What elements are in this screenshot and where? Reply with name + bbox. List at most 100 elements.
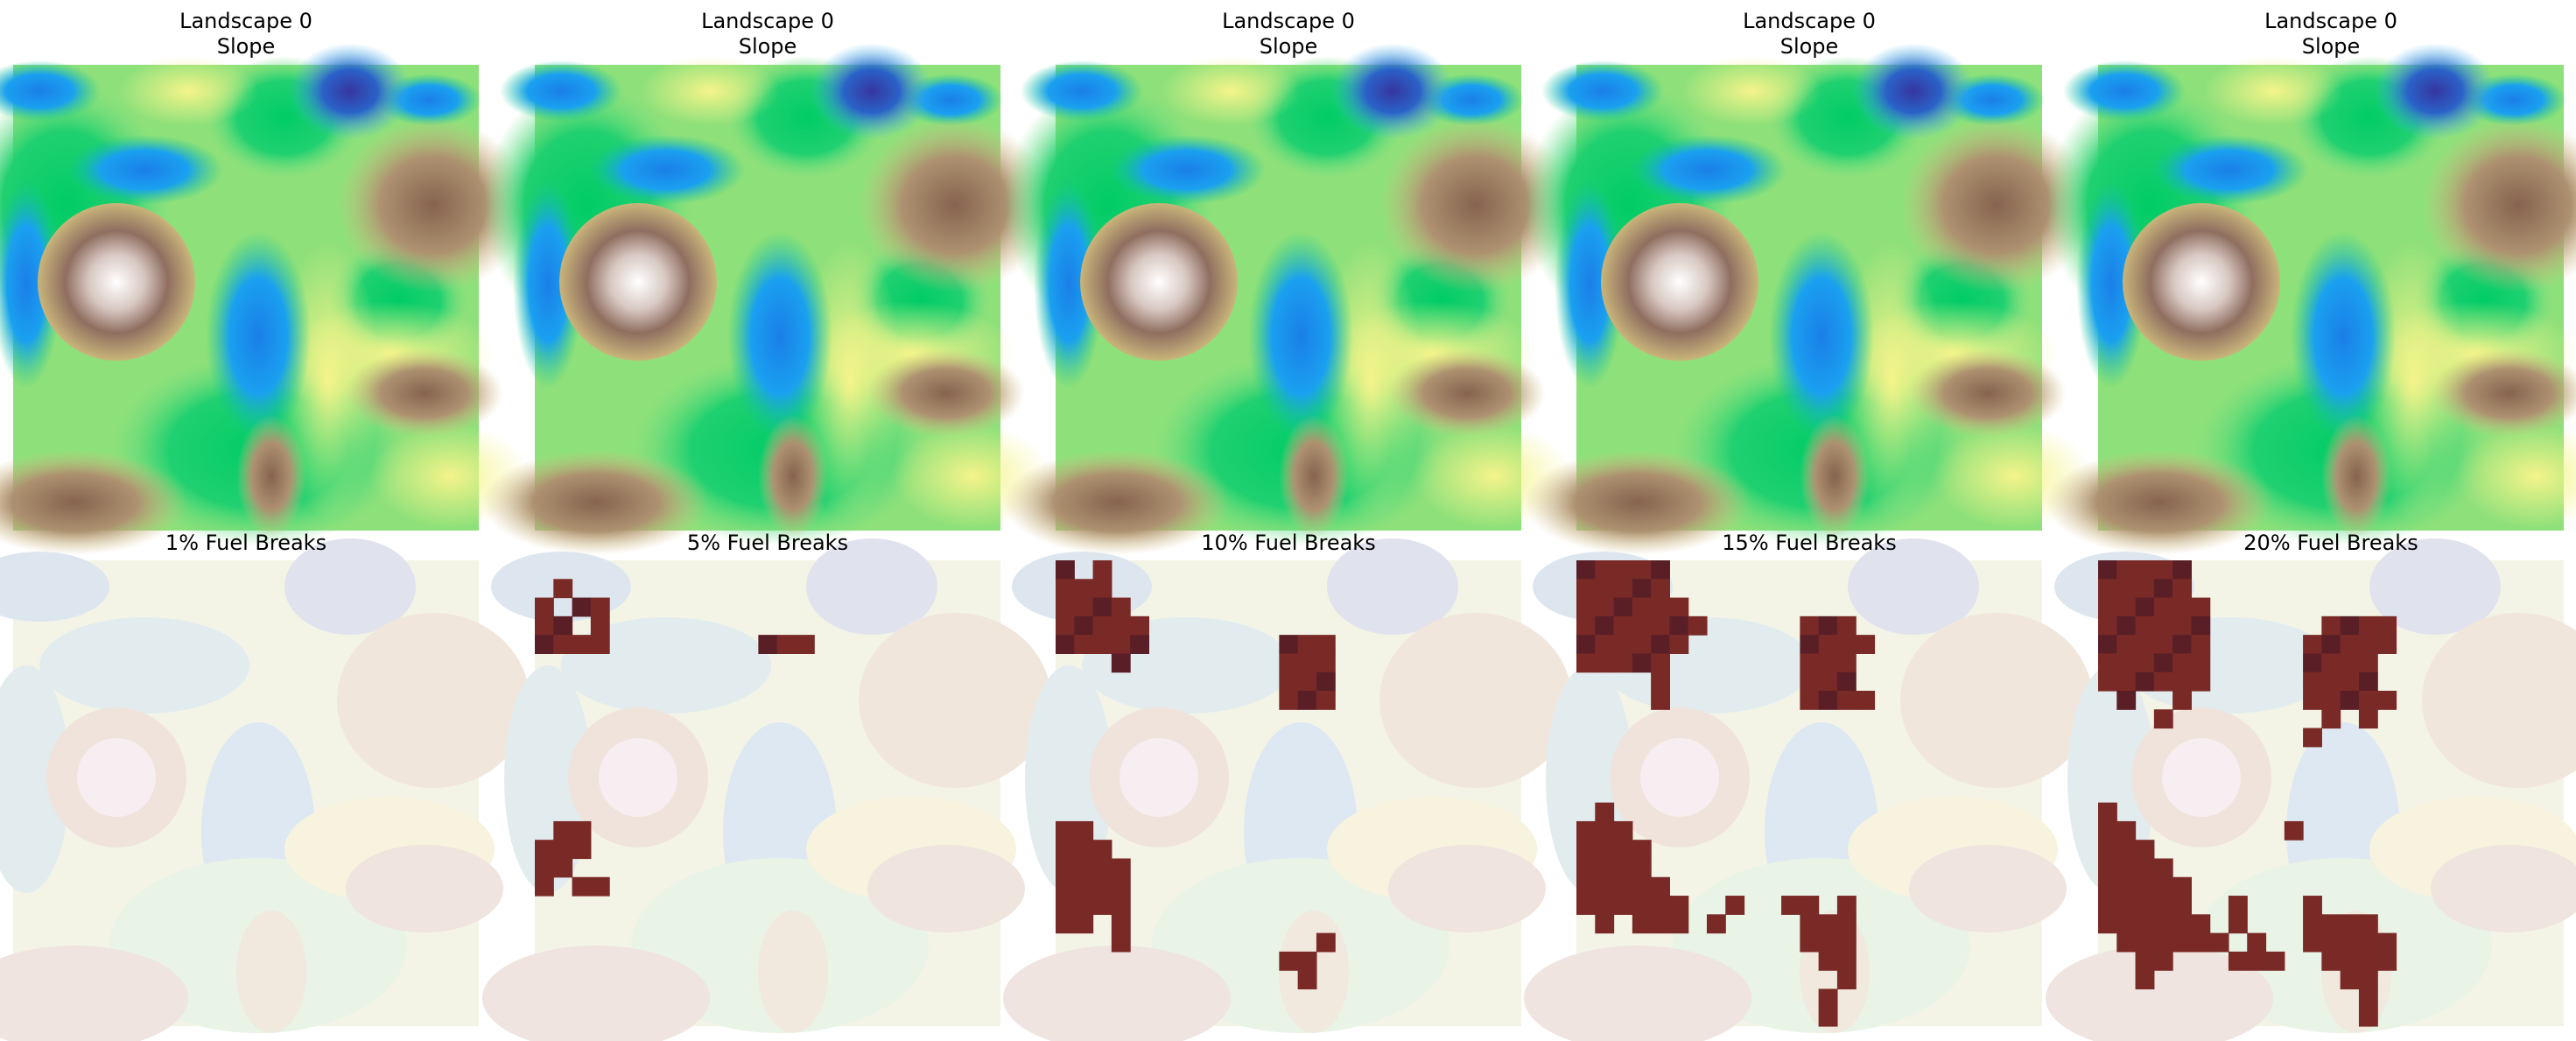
slope-panel-title-line1: Landscape 0 <box>701 9 834 33</box>
fuel-break-cell <box>2172 896 2192 915</box>
fuel-break-cell <box>2229 914 2248 933</box>
fuel-break-cell <box>2172 560 2192 580</box>
fuel-break-cell <box>572 635 592 654</box>
fuel-break-cell <box>2321 616 2341 636</box>
fuel-break-cell <box>1781 896 1800 915</box>
fuel-break-cell <box>2321 691 2341 710</box>
fuel-break-cell <box>1651 579 1670 598</box>
fuel-break-panel <box>482 538 1051 1041</box>
fuel-break-cell <box>1298 653 1317 672</box>
fuel-break-cell <box>1576 616 1596 636</box>
fuel-break-cell <box>1800 616 1819 636</box>
fuel-break-cell <box>1856 635 1875 654</box>
fuel-break-cell <box>1837 691 1857 710</box>
fuel-break-cell <box>2154 914 2173 933</box>
fuel-break-cell <box>1093 560 1113 580</box>
fuel-break-cell <box>2116 691 2136 710</box>
fuel-break-cell <box>2341 691 2360 710</box>
fuel-break-cell <box>2098 914 2117 933</box>
fuel-break-cell <box>1651 635 1670 654</box>
fuel-break-cell <box>2377 616 2397 636</box>
fuel-break-cell <box>1595 803 1614 822</box>
fuel-break-cell <box>1651 616 1670 636</box>
fuel-break-cell <box>2154 635 2173 654</box>
fuel-break-cell <box>2098 653 2117 672</box>
slope-panel-title-line2: Slope <box>739 34 797 59</box>
slope-panel-title-line2: Slope <box>1260 34 1318 59</box>
fuel-break-cell <box>2116 653 2136 672</box>
fuel-break-cell <box>2154 672 2173 692</box>
fuel-break-cell <box>1074 598 1093 617</box>
fuel-break-cell <box>1614 840 1633 859</box>
fuel-break-cell <box>1819 691 1838 710</box>
fuel-break-cell <box>1632 579 1652 598</box>
fuel-break-cell <box>2116 560 2136 580</box>
fuel-break-cell <box>1614 653 1633 672</box>
fuel-break-cell <box>1595 560 1614 580</box>
fuel-break-cell <box>2172 933 2192 953</box>
slope-panel-title-line1: Landscape 0 <box>1743 9 1876 33</box>
fuel-break-cell <box>1800 635 1819 654</box>
fuel-break-cell <box>553 616 572 636</box>
fuel-break-cell <box>2116 858 2136 877</box>
fuel-break-cell <box>777 635 797 654</box>
fuel-break-cell <box>1112 933 1131 953</box>
fuel-break-cell <box>1707 914 1726 933</box>
fuel-break-cell <box>1595 821 1614 841</box>
fuel-break-cell <box>535 598 554 617</box>
fuel-break-cell <box>2191 672 2210 692</box>
fuel-break-cell <box>1112 877 1131 897</box>
fuel-break-cell <box>1056 579 1075 598</box>
fuel-break-cell <box>1725 896 1744 915</box>
fuel-break-cell <box>2247 952 2266 971</box>
fuel-break-cell <box>2341 616 2360 636</box>
fuel-break-cell <box>1279 952 1298 971</box>
fuel-break-cell <box>1093 840 1113 859</box>
fuel-break-cell <box>2341 914 2360 933</box>
fuel-break-cell <box>2247 933 2266 953</box>
fuel-break-cell <box>2303 896 2322 915</box>
fuel-break-cell <box>1130 635 1149 654</box>
fuel-break-cell <box>1632 877 1652 897</box>
fuel-break-cell <box>2341 933 2360 953</box>
fuel-break-cell <box>2359 933 2378 953</box>
fuel-break-cell <box>591 635 610 654</box>
faded-slope-background <box>0 538 530 1041</box>
slope-panel-title-line2: Slope <box>2302 34 2361 59</box>
fuel-break-cell <box>1056 914 1075 933</box>
fuel-break-cell <box>2136 579 2155 598</box>
fuel-break-panel <box>2046 538 2576 1041</box>
slope-panel-title-line1: Landscape 0 <box>1222 9 1355 33</box>
fuel-break-cell <box>1056 840 1075 859</box>
fuel-break-cell <box>2303 914 2322 933</box>
fuel-break-cell <box>1074 896 1093 915</box>
fuel-break-cell <box>1632 840 1652 859</box>
fuel-break-cell <box>2172 691 2192 710</box>
fuel-break-cell <box>1837 616 1857 636</box>
fuel-break-cell <box>1595 858 1614 877</box>
fuel-break-cell <box>1595 914 1614 933</box>
fuel-break-cell <box>2154 616 2173 636</box>
fuel-break-cell <box>2359 970 2378 989</box>
fuel-break-cell <box>1279 691 1298 710</box>
fuel-break-cell <box>1576 579 1596 598</box>
fuel-break-cell <box>1837 653 1857 672</box>
slope-heatmap <box>2046 43 2576 555</box>
fuel-break-cell <box>1837 952 1857 971</box>
fuel-break-cell <box>2098 803 2117 822</box>
fuel-break-cell <box>1669 914 1688 933</box>
fuel-break-cell <box>2136 672 2155 692</box>
fuel-break-cell <box>1576 635 1596 654</box>
fuel-break-cell <box>2154 933 2173 953</box>
fuel-break-cell <box>1669 616 1688 636</box>
slope-heatmap <box>1524 43 2093 555</box>
fuel-break-cell <box>1837 914 1857 933</box>
fuel-break-cell <box>572 840 592 859</box>
fuel-break-cell <box>2359 709 2378 728</box>
fuel-break-cell <box>2191 933 2210 953</box>
fuel-break-cell <box>1837 635 1857 654</box>
fuel-break-cell <box>553 579 572 598</box>
fuel-break-cell <box>1576 896 1596 915</box>
fuel-break-cell <box>2116 821 2136 841</box>
